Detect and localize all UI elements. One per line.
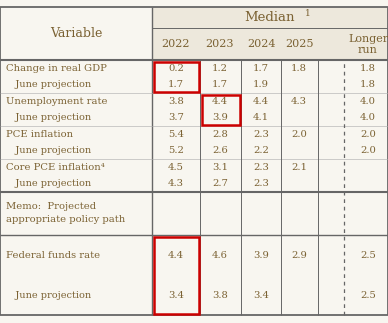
- Text: 2.5: 2.5: [360, 290, 376, 299]
- Bar: [154, 61, 199, 91]
- Text: 1.7: 1.7: [253, 64, 269, 73]
- Text: 3.9: 3.9: [253, 251, 269, 259]
- Text: 1.7: 1.7: [168, 80, 184, 89]
- Text: 2.3: 2.3: [253, 163, 269, 172]
- Text: 1.8: 1.8: [360, 80, 376, 89]
- Text: 2024: 2024: [247, 39, 275, 49]
- Text: 2.9: 2.9: [291, 251, 307, 259]
- Text: June projection: June projection: [6, 80, 91, 89]
- Text: 3.8: 3.8: [168, 97, 184, 106]
- Text: 4.3: 4.3: [168, 179, 184, 188]
- Text: 2.0: 2.0: [360, 130, 376, 139]
- Text: 2.0: 2.0: [291, 130, 307, 139]
- Text: Core PCE inflation⁴: Core PCE inflation⁴: [6, 163, 105, 172]
- Text: 2.3: 2.3: [253, 130, 269, 139]
- Text: Variable: Variable: [50, 27, 102, 40]
- Text: 1.8: 1.8: [360, 64, 376, 73]
- Text: June projection: June projection: [6, 113, 91, 122]
- Text: 2.6: 2.6: [212, 146, 228, 155]
- Bar: [201, 95, 239, 124]
- Text: 4.4: 4.4: [212, 97, 228, 106]
- Text: PCE inflation: PCE inflation: [6, 130, 73, 139]
- Text: 2025: 2025: [285, 39, 313, 49]
- Text: Median: Median: [245, 11, 295, 24]
- Text: 4.3: 4.3: [291, 97, 307, 106]
- Text: run: run: [358, 45, 378, 55]
- Bar: [152, 7, 388, 28]
- Text: appropriate policy path: appropriate policy path: [6, 215, 125, 224]
- Text: Memo:  Projected: Memo: Projected: [6, 202, 96, 211]
- Text: 2.8: 2.8: [212, 130, 228, 139]
- Text: 4.0: 4.0: [360, 113, 376, 122]
- Text: 3.4: 3.4: [168, 290, 184, 299]
- Text: 2.3: 2.3: [253, 179, 269, 188]
- Text: 2.5: 2.5: [360, 251, 376, 259]
- Text: 3.1: 3.1: [212, 163, 228, 172]
- Text: 3.4: 3.4: [253, 290, 269, 299]
- Text: 5.2: 5.2: [168, 146, 184, 155]
- Text: 2.0: 2.0: [360, 146, 376, 155]
- Text: 2.7: 2.7: [212, 179, 228, 188]
- Text: 2.2: 2.2: [253, 146, 269, 155]
- Text: 4.5: 4.5: [168, 163, 184, 172]
- Text: Unemployment rate: Unemployment rate: [6, 97, 107, 106]
- Text: Longer: Longer: [348, 34, 388, 44]
- Text: 2.1: 2.1: [291, 163, 307, 172]
- Text: 4.6: 4.6: [212, 251, 228, 259]
- Text: 3.8: 3.8: [212, 290, 228, 299]
- Text: 1.7: 1.7: [212, 80, 228, 89]
- Text: 1.8: 1.8: [291, 64, 307, 73]
- Text: 1: 1: [305, 9, 311, 18]
- Text: June projection: June projection: [6, 146, 91, 155]
- Text: 3.9: 3.9: [212, 113, 228, 122]
- Text: 2022: 2022: [162, 39, 190, 49]
- Text: 4.4: 4.4: [168, 251, 184, 259]
- Bar: [154, 236, 199, 314]
- Text: Federal funds rate: Federal funds rate: [6, 251, 100, 259]
- Text: June projection: June projection: [6, 290, 91, 299]
- Text: 0.2: 0.2: [168, 64, 184, 73]
- Text: Change in real GDP: Change in real GDP: [6, 64, 107, 73]
- Text: June projection: June projection: [6, 179, 91, 188]
- Bar: [152, 28, 388, 60]
- Text: 2023: 2023: [206, 39, 234, 49]
- Text: 3.7: 3.7: [168, 113, 184, 122]
- Text: 4.4: 4.4: [253, 97, 269, 106]
- Text: 1.9: 1.9: [253, 80, 269, 89]
- Text: 5.4: 5.4: [168, 130, 184, 139]
- Text: 4.1: 4.1: [253, 113, 269, 122]
- Text: 1.2: 1.2: [212, 64, 228, 73]
- Text: 4.0: 4.0: [360, 97, 376, 106]
